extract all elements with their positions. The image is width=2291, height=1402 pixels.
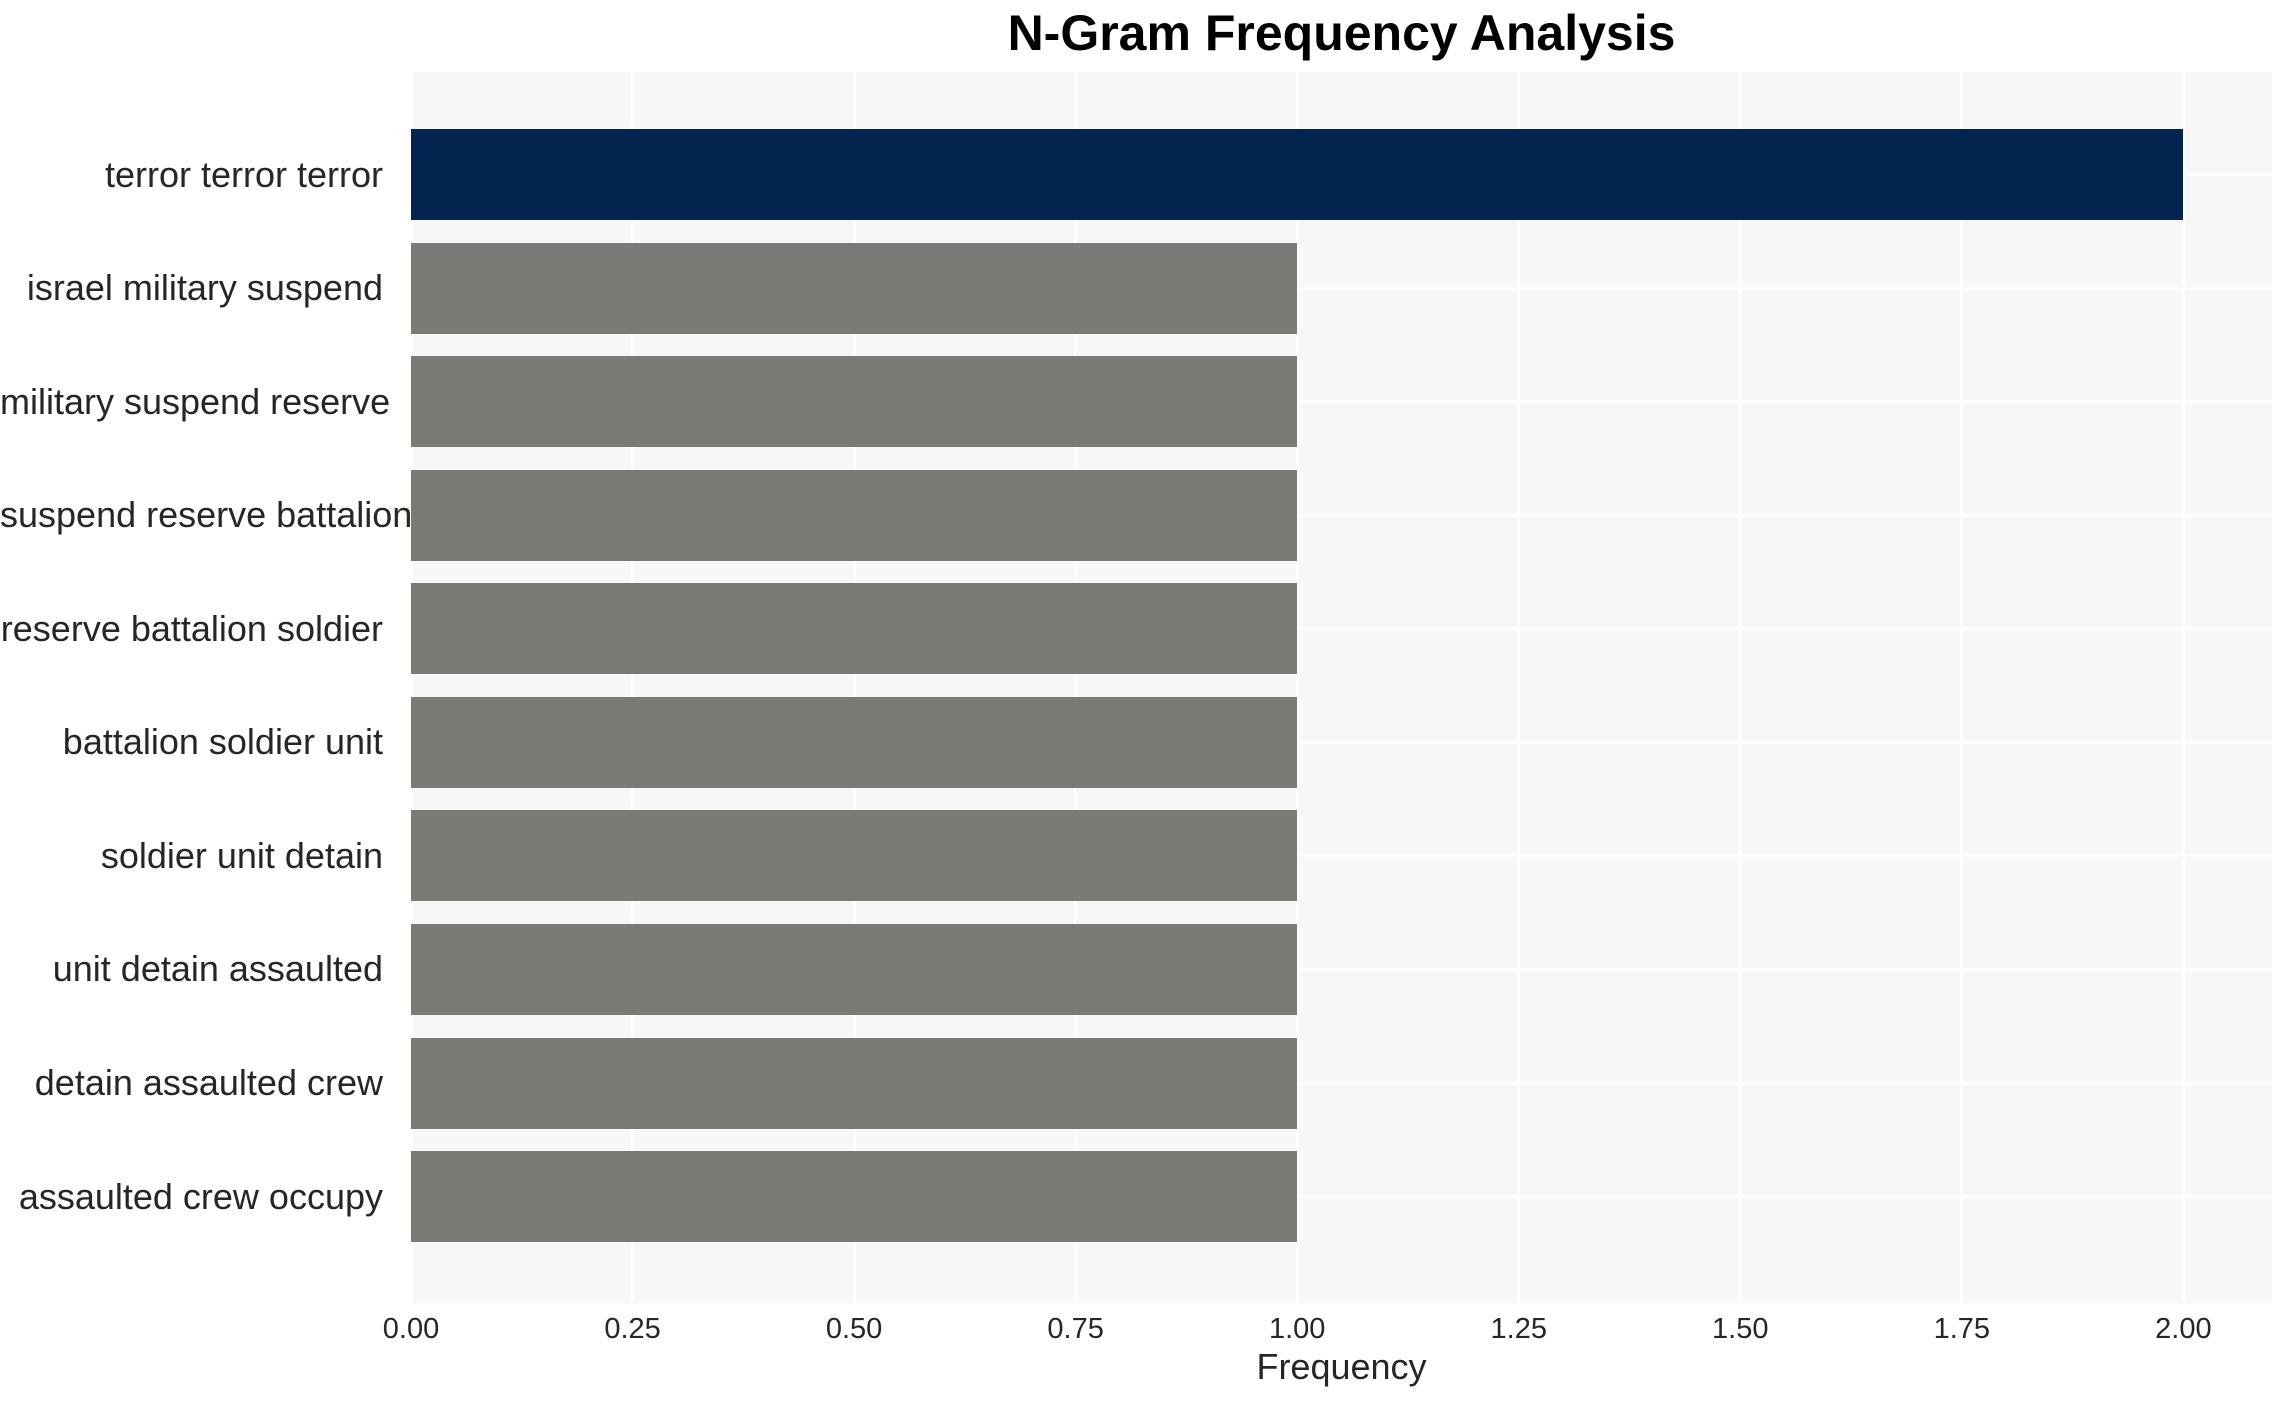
bar xyxy=(411,356,1298,448)
bar xyxy=(411,810,1298,902)
gridline-horizontal xyxy=(411,286,2272,290)
bar xyxy=(411,696,1298,788)
y-tick-label: battalion soldier unit xyxy=(62,721,383,763)
bar xyxy=(411,129,2184,221)
bar xyxy=(411,242,1298,334)
gridline-vertical xyxy=(409,72,413,1303)
y-tick-label: soldier unit detain xyxy=(100,834,383,876)
x-tick-label: 2.00 xyxy=(2155,1313,2212,1345)
gridline-vertical xyxy=(852,72,856,1303)
gridline-vertical xyxy=(631,72,635,1303)
bar xyxy=(411,1151,1298,1243)
x-tick-label: 1.75 xyxy=(1933,1313,1991,1345)
x-tick-label: 1.00 xyxy=(1268,1313,1326,1345)
gridline-horizontal xyxy=(411,740,2272,744)
y-tick-label: military suspend reserve xyxy=(0,380,391,422)
y-tick-label: suspend reserve battalion xyxy=(0,494,413,536)
gridline-horizontal xyxy=(411,854,2272,858)
bar xyxy=(411,583,1298,675)
gridline-horizontal xyxy=(411,1081,2272,1085)
x-tick-label: 0.00 xyxy=(382,1313,440,1345)
y-tick-label: terror terror terror xyxy=(104,153,383,195)
y-tick-label: reserve battalion soldier xyxy=(0,607,383,649)
x-tick-label: 0.75 xyxy=(1047,1313,1104,1345)
y-tick-label: detain assaulted crew xyxy=(34,1062,383,1103)
gridline-vertical xyxy=(1960,72,1964,1303)
gridline-horizontal xyxy=(411,1195,2272,1199)
gridline-horizontal xyxy=(411,400,2272,404)
gridline-horizontal xyxy=(411,967,2272,971)
bar xyxy=(411,1037,1298,1129)
gridline-vertical xyxy=(1074,72,1078,1303)
gridline-horizontal xyxy=(411,513,2272,517)
x-tick-label: 1.25 xyxy=(1490,1313,1547,1345)
x-tick-label: 1.50 xyxy=(1712,1313,1769,1345)
bar xyxy=(411,923,1298,1015)
x-tick-label: 0.50 xyxy=(825,1313,883,1345)
gridline-vertical xyxy=(1295,72,1299,1303)
x-tick-label: 0.25 xyxy=(604,1313,661,1345)
gridline-vertical xyxy=(1517,72,1521,1303)
y-tick-label: israel military suspend xyxy=(26,267,383,309)
plot-area xyxy=(409,72,2272,1303)
x-axis-title: Frequency xyxy=(1256,1346,1427,1387)
gridline-vertical xyxy=(1738,72,1742,1303)
chart-title: N-Gram Frequency Analysis xyxy=(1007,5,1676,61)
gridline-vertical xyxy=(2181,72,2185,1303)
bar xyxy=(411,469,1298,561)
y-tick-label: unit detain assaulted xyxy=(52,948,383,990)
y-tick-label: assaulted crew occupy xyxy=(18,1175,383,1217)
gridline-horizontal xyxy=(411,627,2272,631)
